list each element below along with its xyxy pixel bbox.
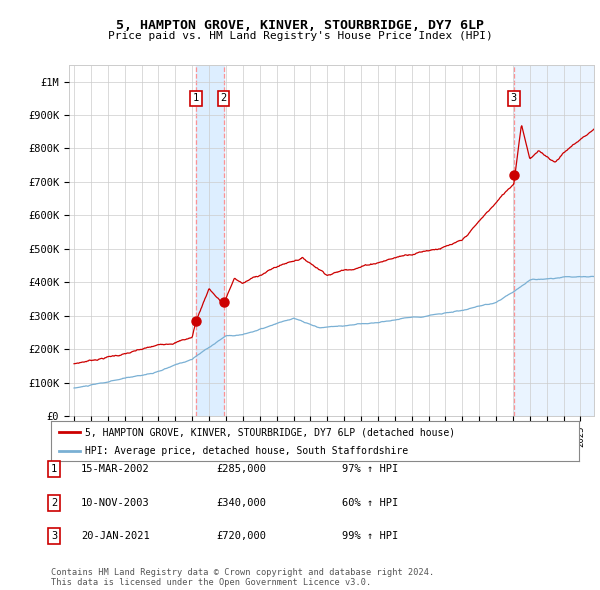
- Text: 15-MAR-2002: 15-MAR-2002: [81, 464, 150, 474]
- Text: Contains HM Land Registry data © Crown copyright and database right 2024.: Contains HM Land Registry data © Crown c…: [51, 568, 434, 576]
- Text: 2: 2: [221, 93, 227, 103]
- Text: 10-NOV-2003: 10-NOV-2003: [81, 498, 150, 507]
- Text: £340,000: £340,000: [216, 498, 266, 507]
- Text: This data is licensed under the Open Government Licence v3.0.: This data is licensed under the Open Gov…: [51, 578, 371, 587]
- Text: 1: 1: [193, 93, 199, 103]
- Text: 1: 1: [51, 464, 57, 474]
- Text: £720,000: £720,000: [216, 532, 266, 541]
- Bar: [196, 65, 224, 416]
- Text: 5, HAMPTON GROVE, KINVER, STOURBRIDGE, DY7 6LP (detached house): 5, HAMPTON GROVE, KINVER, STOURBRIDGE, D…: [85, 427, 455, 437]
- Text: £285,000: £285,000: [216, 464, 266, 474]
- Text: 60% ↑ HPI: 60% ↑ HPI: [342, 498, 398, 507]
- Text: 3: 3: [511, 93, 517, 103]
- Text: HPI: Average price, detached house, South Staffordshire: HPI: Average price, detached house, Sout…: [85, 445, 409, 455]
- Text: Price paid vs. HM Land Registry's House Price Index (HPI): Price paid vs. HM Land Registry's House …: [107, 31, 493, 41]
- Text: 2: 2: [51, 498, 57, 507]
- Text: 3: 3: [51, 532, 57, 541]
- Text: 97% ↑ HPI: 97% ↑ HPI: [342, 464, 398, 474]
- Text: 20-JAN-2021: 20-JAN-2021: [81, 532, 150, 541]
- Text: 5, HAMPTON GROVE, KINVER, STOURBRIDGE, DY7 6LP: 5, HAMPTON GROVE, KINVER, STOURBRIDGE, D…: [116, 19, 484, 32]
- Bar: [514, 65, 594, 416]
- Text: 99% ↑ HPI: 99% ↑ HPI: [342, 532, 398, 541]
